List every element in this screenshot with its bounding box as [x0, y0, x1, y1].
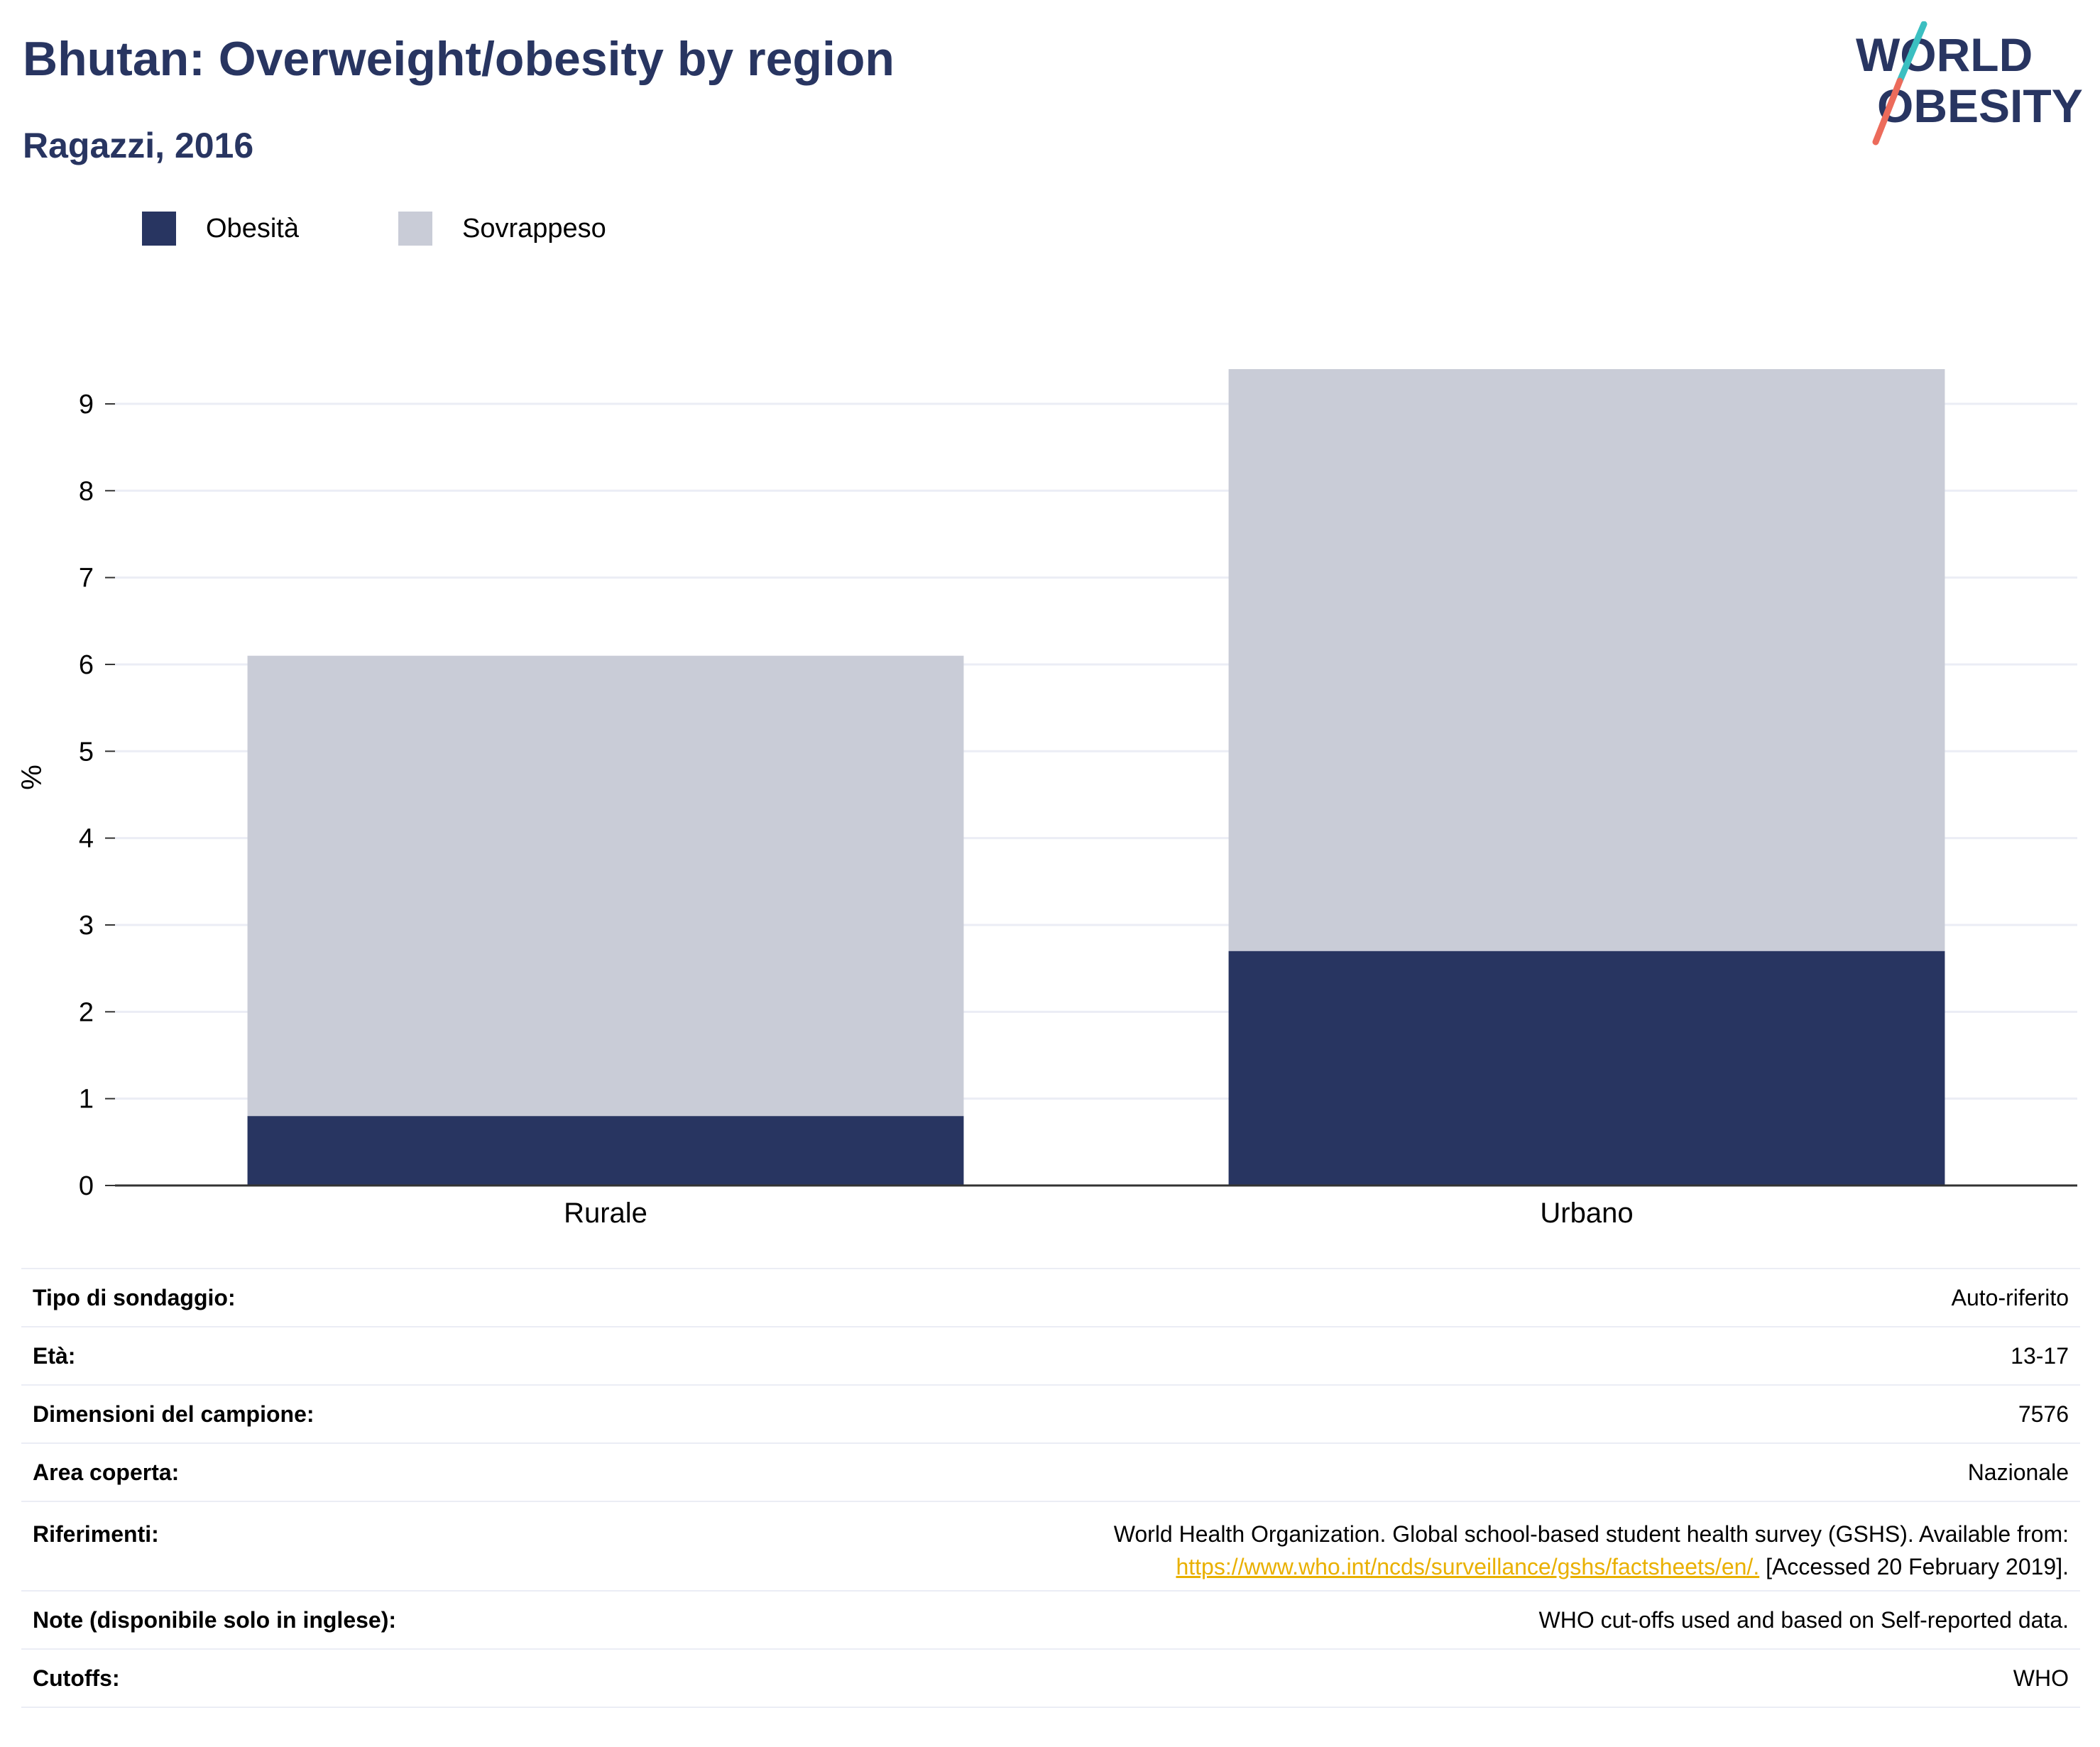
x-axis-ticks: Rurale Urbano [564, 1198, 1634, 1229]
info-table: Tipo di sondaggio: Auto-riferito Età: 13… [21, 1268, 2080, 1708]
reference-text: World Health Organization. Global school… [1113, 1521, 2069, 1547]
bar-rurale-overweight[interactable] [247, 655, 964, 1117]
y-axis-ticks: 0 1 2 3 4 5 6 7 8 9 [79, 390, 115, 1201]
reference-link[interactable]: https://www.who.int/ncds/surveillance/gs… [1176, 1554, 1760, 1579]
info-value: Nazionale [683, 1442, 2080, 1501]
info-label: Area coperta: [21, 1442, 683, 1501]
y-tick-label: 2 [79, 997, 94, 1027]
bar-urbano-obesity[interactable] [1228, 951, 1945, 1185]
info-row-sample-size: Dimensioni del campione: 7576 [21, 1384, 2080, 1443]
info-value: 13-17 [683, 1326, 2080, 1385]
y-tick-label: 3 [79, 911, 94, 941]
info-label: Note (disponibile solo in inglese): [21, 1590, 683, 1649]
info-row-references: Riferimenti: World Health Organization. … [21, 1501, 2080, 1591]
y-tick-label: 4 [79, 824, 94, 854]
legend-item-obesity[interactable]: Obesità [142, 212, 299, 246]
y-tick-label: 7 [79, 564, 94, 593]
info-value: World Health Organization. Global school… [683, 1501, 2080, 1591]
y-tick-label: 0 [79, 1171, 94, 1201]
info-value: Auto-riferito [683, 1268, 2080, 1327]
legend-swatch-overweight [398, 212, 432, 246]
info-label: Tipo di sondaggio: [21, 1268, 683, 1327]
info-label: Età: [21, 1326, 683, 1385]
y-tick-label: 1 [79, 1085, 94, 1115]
stacked-bar-chart: 0 1 2 3 4 5 6 7 8 9 Rurale Urbano % [16, 369, 2077, 1229]
world-obesity-logo: WORLD OBESITY [1856, 21, 2083, 146]
legend-item-overweight[interactable]: Sovrappeso [398, 212, 606, 246]
legend-label-obesity: Obesità [206, 213, 299, 243]
y-tick-label: 9 [79, 390, 94, 420]
info-label: Riferimenti: [21, 1501, 683, 1591]
x-tick-label: Urbano [1540, 1198, 1633, 1229]
legend: Obesità Sovrappeso [142, 210, 706, 247]
info-row-cutoffs: Cutoffs: WHO [21, 1648, 2080, 1708]
bar-rurale-obesity[interactable] [247, 1116, 964, 1185]
bars [247, 369, 1945, 1185]
logo-slash-bottom [1872, 77, 1903, 146]
x-tick-label: Rurale [564, 1198, 647, 1229]
legend-swatch-obesity [142, 212, 176, 246]
chart-subtitle: Ragazzi, 2016 [23, 126, 254, 165]
info-row-area: Area coperta: Nazionale [21, 1442, 2080, 1501]
legend-label-overweight: Sovrappeso [461, 213, 606, 243]
y-tick-label: 8 [79, 476, 94, 506]
logo-line2: OBESITY [1877, 80, 2083, 132]
y-axis-label: % [16, 765, 48, 790]
logo-slash-top [1896, 21, 1927, 84]
info-value: WHO cut-offs used and based on Self-repo… [683, 1590, 2080, 1649]
info-row-age: Età: 13-17 [21, 1326, 2080, 1385]
y-tick-label: 6 [79, 650, 94, 680]
info-row-survey-type: Tipo di sondaggio: Auto-riferito [21, 1268, 2080, 1327]
logo-line1: WORLD [1856, 28, 2033, 81]
info-label: Cutoffs: [21, 1648, 683, 1708]
y-tick-label: 5 [79, 737, 94, 767]
info-value: WHO [683, 1648, 2080, 1708]
reference-accessed: [Accessed 20 February 2019]. [1766, 1554, 2069, 1579]
bar-urbano-overweight[interactable] [1228, 369, 1945, 951]
chart-title: Bhutan: Overweight/obesity by region [23, 32, 895, 86]
info-row-notes: Note (disponibile solo in inglese): WHO … [21, 1590, 2080, 1649]
info-label: Dimensioni del campione: [21, 1384, 683, 1443]
info-value: 7576 [683, 1384, 2080, 1443]
